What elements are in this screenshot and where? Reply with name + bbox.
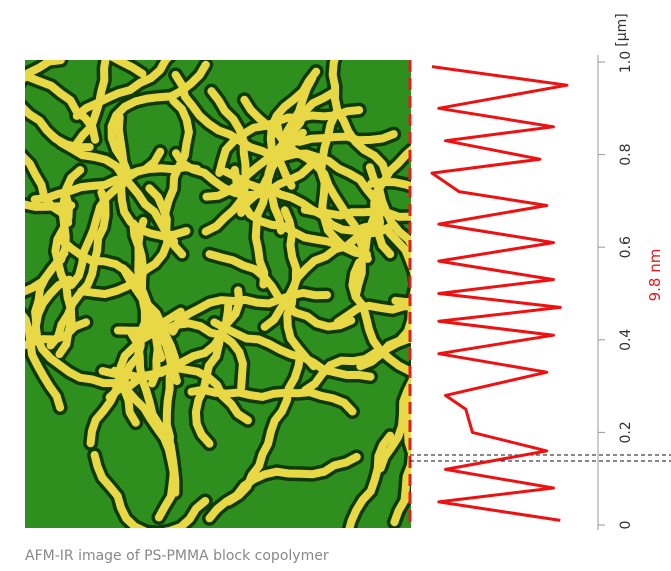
y-tick-label: 0.6: [618, 236, 634, 258]
y-axis-label: [µm]: [614, 13, 630, 46]
y-tick-label: 0: [618, 521, 634, 530]
afm-image: [0, 0, 560, 571]
y-tick-label: 1.0: [618, 51, 634, 73]
y-tick-label: 0.8: [618, 143, 634, 165]
texture-stripe: [395, 294, 560, 310]
y-tick-label: 0.4: [618, 329, 634, 351]
y-tick-label: 0.2: [618, 421, 634, 443]
texture-stripe: [395, 294, 560, 310]
figure: [µm] 9.8 nm AFM-IR image of PS-PMMA bloc…: [0, 0, 671, 571]
profile-line: [432, 67, 567, 521]
caption: AFM-IR image of PS-PMMA block copolymer: [25, 548, 329, 564]
annotation: 9.8 nm: [646, 249, 664, 302]
